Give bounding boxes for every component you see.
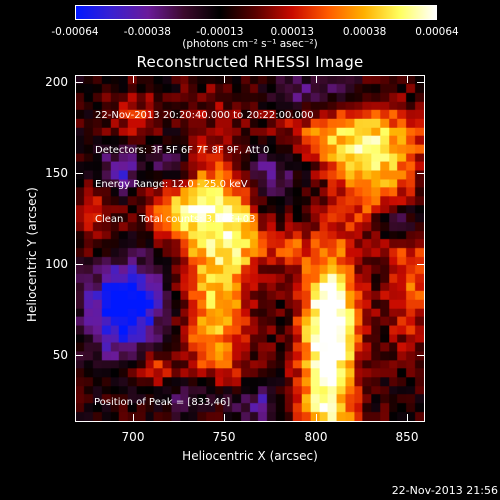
annotation-time: 22-Nov-2013 20:20:40.000 to 20:22:00.000	[95, 110, 314, 121]
colorbar-units: (photons cm⁻² s⁻¹ asec⁻²)	[182, 38, 318, 50]
annotation-energy: Energy Range: 12.0 - 25.0 keV	[95, 179, 248, 190]
colorbar-tick-label: -0.00064	[51, 26, 99, 38]
rhessi-heatmap	[76, 76, 424, 421]
annotation-detectors: Detectors: 3F 5F 6F 7F 8F 9F, Att 0	[95, 144, 270, 156]
tick-mark	[417, 82, 425, 83]
colorbar-tick-label: -0.00038	[123, 26, 171, 38]
x-tick-label: 850	[395, 430, 419, 444]
x-tick-label: 700	[121, 430, 145, 444]
tick-mark	[75, 173, 83, 174]
tick-mark	[75, 264, 83, 265]
colorbar-tick-label: 0.00013	[270, 26, 314, 38]
colorbar-tick-label: 0.00064	[415, 26, 459, 38]
tick-mark	[224, 75, 225, 83]
colorbar-tick-label: -0.00013	[196, 26, 244, 38]
image-annotation: 22-Nov-2013 20:20:40.000 to 20:22:00.000…	[95, 87, 314, 237]
y-tick-label: 200	[45, 75, 68, 89]
y-tick-label: 50	[52, 348, 68, 362]
tick-mark	[316, 75, 317, 83]
tick-mark	[407, 75, 408, 83]
annotation-clean: Clean Total counts: 3.16E+03	[95, 213, 256, 225]
image-plot	[75, 75, 425, 422]
timestamp: 22-Nov-2013 21:56	[391, 484, 498, 497]
colorbar-tick-label: 0.00038	[342, 26, 387, 38]
tick-mark	[316, 414, 317, 422]
x-tick-label: 750	[212, 430, 236, 444]
tick-mark	[417, 355, 425, 356]
tick-mark	[133, 414, 134, 422]
y-axis-label: Heliocentric Y (arcsec)	[25, 187, 39, 322]
plot-title: Reconstructed RHESSI Image	[136, 53, 364, 71]
x-tick-label: 800	[304, 430, 328, 444]
y-tick-label: 150	[45, 166, 68, 180]
tick-mark	[407, 414, 408, 422]
y-tick-label: 100	[45, 257, 68, 271]
tick-mark	[417, 264, 425, 265]
x-axis-label: Heliocentric X (arcsec)	[182, 449, 318, 463]
tick-mark	[224, 414, 225, 422]
tick-mark	[417, 173, 425, 174]
tick-mark	[133, 75, 134, 83]
tick-mark	[75, 355, 83, 356]
peak-position-label: Position of Peak = [833,46]	[94, 397, 231, 408]
colorbar	[75, 5, 437, 20]
tick-mark	[75, 82, 83, 83]
